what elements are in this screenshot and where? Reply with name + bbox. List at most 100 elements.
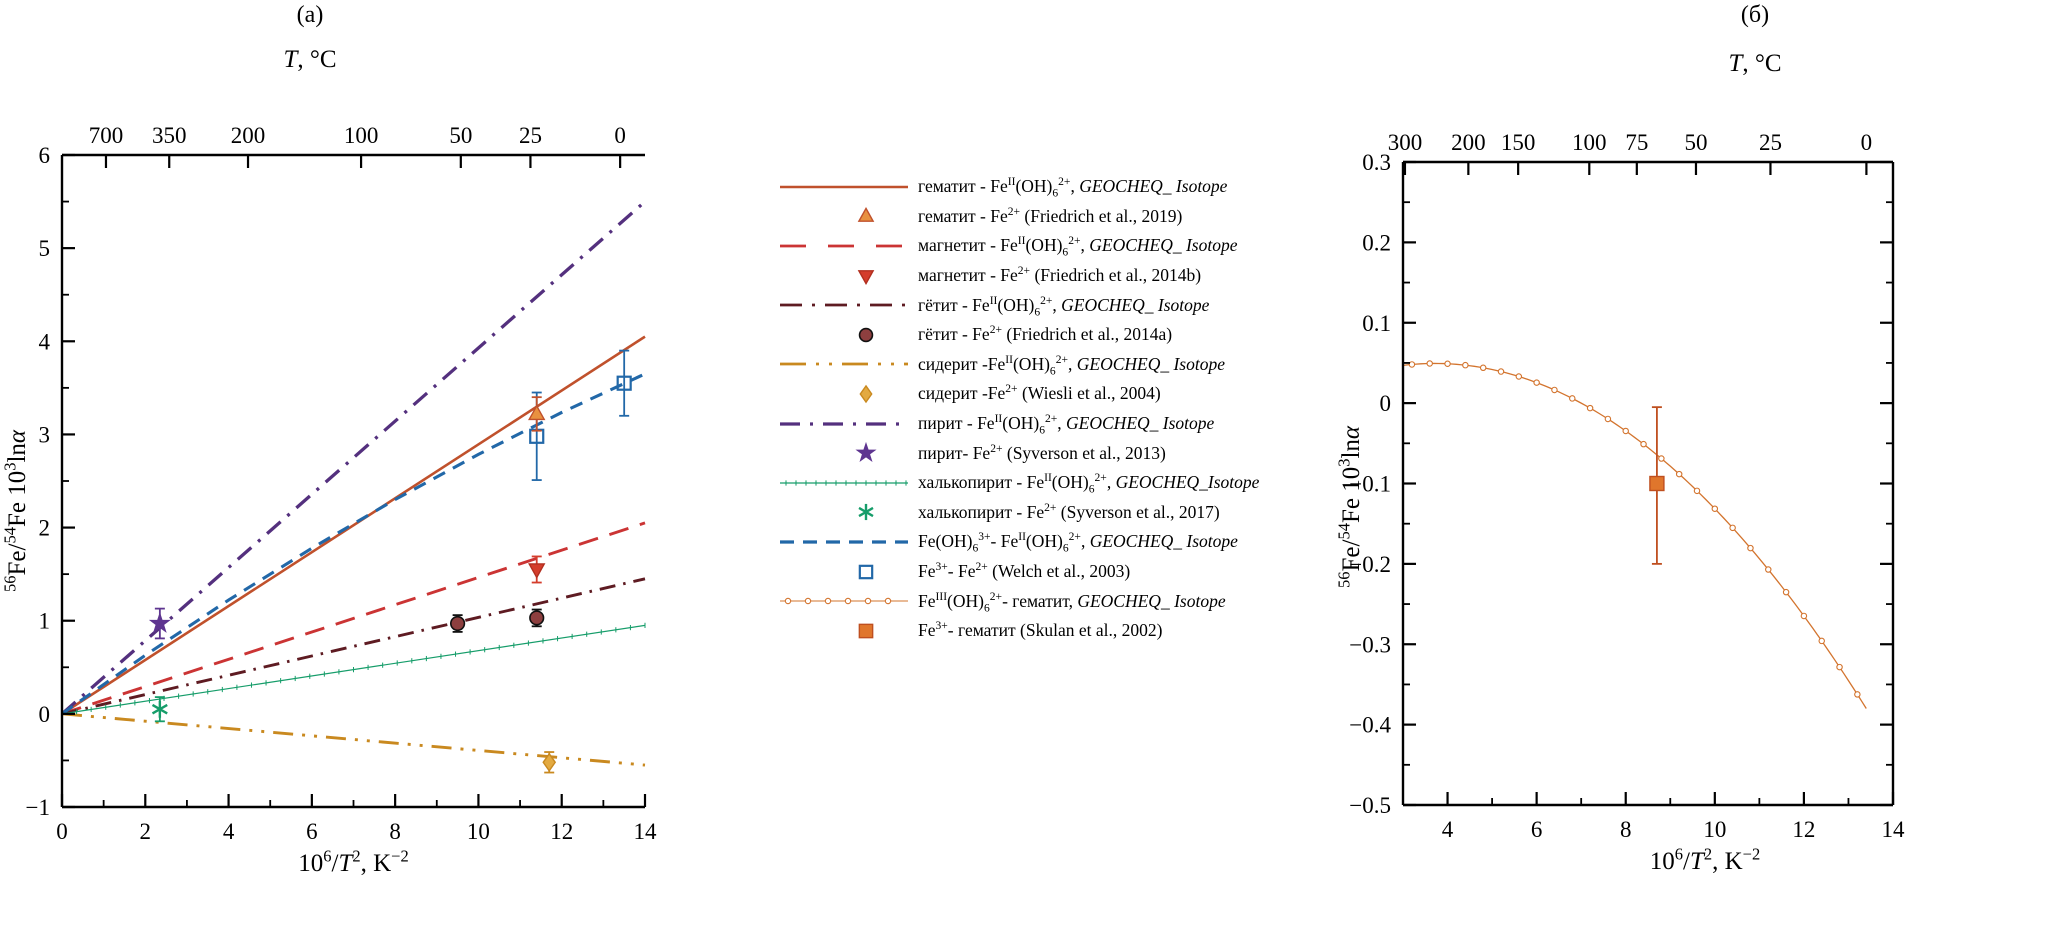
circle-marker xyxy=(529,610,545,626)
x-tick-label: 8 xyxy=(389,819,401,844)
legend: гематит - FeII(OH)62+, GEOCHEQ_ Isotope г… xyxy=(778,172,1378,646)
top-tick-label: 50 xyxy=(1684,130,1707,155)
x-tick-label: 10 xyxy=(1703,817,1726,842)
series-circle-marker xyxy=(1426,360,1433,367)
series-circle-marker xyxy=(1782,588,1790,596)
legend-line-circle xyxy=(864,597,872,605)
panel-a-label: (a) xyxy=(296,2,324,28)
y-tick-label: 3 xyxy=(39,422,51,447)
legend-item: гематит - FeII(OH)62+, GEOCHEQ_ Isotope xyxy=(778,172,1378,202)
legend-item: гётит - FeII(OH)62+, GEOCHEQ_ Isotope xyxy=(778,290,1378,320)
chart-b: 4 6 8 10 12 14 −0.5 −0.4 −0.3 −0.2 −0.1 0 0.1 0.2 0.33… xyxy=(1349,130,1905,842)
legend-key-line xyxy=(780,362,908,366)
series-circle-marker xyxy=(1747,544,1754,552)
series-circle-marker xyxy=(1586,404,1594,412)
series-circle-marker xyxy=(1854,691,1861,698)
x-tick-label: 8 xyxy=(1620,817,1632,842)
panel-b-y-axis-title: 56Fe/54Fe 103lnα xyxy=(1334,425,1365,588)
top-tick-label: 25 xyxy=(519,123,542,148)
legend-item: пирит - FeII(OH)62+, GEOCHEQ_ Isotope xyxy=(778,409,1378,439)
legend-label: гематит - FeII(OH)62+, GEOCHEQ_ Isotope xyxy=(918,176,1228,200)
legend-key-triangle-up xyxy=(857,207,875,223)
series-line-1 xyxy=(61,521,646,716)
panel-b: (б) T, °C 56Fe/54Fe 103lnα 106/T2, K−2 4… xyxy=(1330,0,2067,946)
top-tick-label: 0 xyxy=(1861,130,1873,155)
top-tick-label: 350 xyxy=(152,123,187,148)
legend-label: халькопирит - Fe2+ (Syverson et al., 201… xyxy=(918,501,1220,522)
legend-line-circle xyxy=(844,597,852,605)
panel-a-y-axis-title: 56Fe/54Fe 103lnα xyxy=(0,429,31,592)
panel-b-label: (б) xyxy=(1740,2,1770,28)
legend-key-asterisk xyxy=(858,504,874,521)
legend-label: сидерит -Fe2+ (Wiesli et al., 2004) xyxy=(918,383,1161,404)
series-circle-marker xyxy=(1729,524,1736,532)
legend-key-circle xyxy=(858,327,874,343)
x-tick-label: 4 xyxy=(223,819,235,844)
series-circle-marker xyxy=(1765,566,1772,573)
legend-item: FeIII(OH)62+- гематит, GEOCHEQ_ Isotope xyxy=(778,586,1378,616)
legend-key-line xyxy=(780,540,908,544)
panel-b-top-axis-title: T, °C xyxy=(1728,50,1782,77)
legend-label: Fe3+- гематит (Skulan et al., 2002) xyxy=(918,620,1163,641)
series-circle-marker xyxy=(1818,637,1825,645)
series-circle-marker xyxy=(1658,455,1665,462)
top-tick-label: 300 xyxy=(1388,130,1423,155)
series-circle-marker xyxy=(1479,364,1487,372)
top-tick-label: 700 xyxy=(89,123,124,148)
legend-item: халькопирит - FeII(OH)62+, GEOCHEQ_Isoto… xyxy=(778,468,1378,498)
panel-a-x-axis-title: 106/T2, K−2 xyxy=(298,846,409,877)
series-circle-marker xyxy=(1622,427,1629,435)
legend-line-circle xyxy=(884,597,892,605)
top-tick-label: 200 xyxy=(231,123,266,148)
legend-key-triangle-down xyxy=(857,269,875,285)
asterisk-marker xyxy=(158,707,162,711)
series-circle-marker xyxy=(1551,386,1558,394)
series-circle-marker xyxy=(1533,379,1540,386)
legend-item: магнетит - Fe2+ (Friedrich et al., 2014b… xyxy=(778,261,1378,291)
y-tick-label: −0.2 xyxy=(1349,552,1391,577)
filled-square-marker xyxy=(1649,475,1665,492)
top-tick-label: 200 xyxy=(1451,130,1486,155)
x-tick-label: 4 xyxy=(1442,817,1454,842)
x-tick-label: 0 xyxy=(56,819,68,844)
legend-key-line xyxy=(780,244,908,248)
y-tick-label: −0.3 xyxy=(1349,632,1391,657)
legend-label: пирит - FeII(OH)62+, GEOCHEQ_ Isotope xyxy=(918,413,1215,437)
x-tick-label: 14 xyxy=(634,819,658,844)
x-tick-label: 12 xyxy=(1792,817,1815,842)
y-tick-label: 0 xyxy=(1380,391,1392,416)
y-tick-label: 2 xyxy=(39,516,51,541)
x-tick-label: 6 xyxy=(1531,817,1543,842)
circle-marker xyxy=(450,615,466,632)
legend-label: магнетит - FeII(OH)62+, GEOCHEQ_ Isotope xyxy=(918,235,1238,259)
legend-label: гётит - Fe2+ (Friedrich et al., 2014a) xyxy=(918,324,1173,345)
top-tick-label: 100 xyxy=(344,123,379,148)
legend-label: магнетит - Fe2+ (Friedrich et al., 2014b… xyxy=(918,265,1202,286)
asterisk-marker xyxy=(864,510,868,514)
y-tick-label: −0.4 xyxy=(1349,713,1391,738)
legend-item: Fe(OH)63+- FeII(OH)62+, GEOCHEQ_ Isotope xyxy=(778,527,1378,557)
legend-key-star xyxy=(855,442,877,463)
legend-key-square-open xyxy=(858,564,874,579)
legend-item: Fe3+- Fe2+ (Welch et al., 2003) xyxy=(778,557,1378,587)
legend-item: Fe3+- гематит (Skulan et al., 2002) xyxy=(778,616,1378,646)
panel-b-x-axis-title: 106/T2, K−2 xyxy=(1649,844,1761,875)
legend-line-circle xyxy=(784,597,792,605)
series-circle-marker xyxy=(1515,373,1523,380)
x-tick-label: 6 xyxy=(306,819,318,844)
legend-item: магнетит - FeII(OH)62+, GEOCHEQ_ Isotope xyxy=(778,231,1378,261)
series-circle-marker xyxy=(1408,361,1416,368)
legend-key-square-filled xyxy=(858,623,874,639)
legend-key-line xyxy=(780,303,908,307)
legend-item: гематит - Fe2+ (Friedrich et al., 2019) xyxy=(778,202,1378,232)
legend-item: сидерит -FeII(OH)62+, GEOCHEQ_ Isotope xyxy=(778,350,1378,380)
series-circle-marker xyxy=(1836,663,1843,671)
series-circle-marker xyxy=(1444,360,1451,368)
open-square-marker xyxy=(858,564,874,579)
legend-item: сидерит -Fe2+ (Wiesli et al., 2004) xyxy=(778,379,1378,409)
legend-label: гётит - FeII(OH)62+, GEOCHEQ_ Isotope xyxy=(918,294,1210,319)
series-circle-marker xyxy=(1497,368,1505,375)
top-tick-label: 100 xyxy=(1572,130,1607,155)
